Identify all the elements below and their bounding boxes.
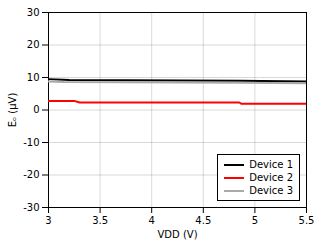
svg-text:5: 5 [252,215,258,226]
html-text:Device 3: Device 3 [249,185,293,196]
svg-text:-30: -30 [23,202,39,213]
svg-text:10: 10 [27,72,40,83]
svg-text:VDD (V): VDD (V) [157,229,197,240]
svg-text:4: 4 [149,215,155,226]
svg-text:3: 3 [45,215,51,226]
svg-text:20: 20 [27,39,40,50]
svg-text:30: 30 [27,7,40,18]
html-text:Device 1: Device 1 [249,159,293,170]
svg-text:4.5: 4.5 [195,215,211,226]
svg-text:-10: -10 [23,137,39,148]
svg-text:-20: -20 [23,169,39,180]
svg-text:0: 0 [33,104,39,115]
svg-text:5.5: 5.5 [299,215,315,226]
svg-text:3.5: 3.5 [92,215,108,226]
html-text:Device 2: Device 2 [249,172,293,183]
svg-text:Eₒ (μV): Eₒ (μV) [7,93,18,128]
